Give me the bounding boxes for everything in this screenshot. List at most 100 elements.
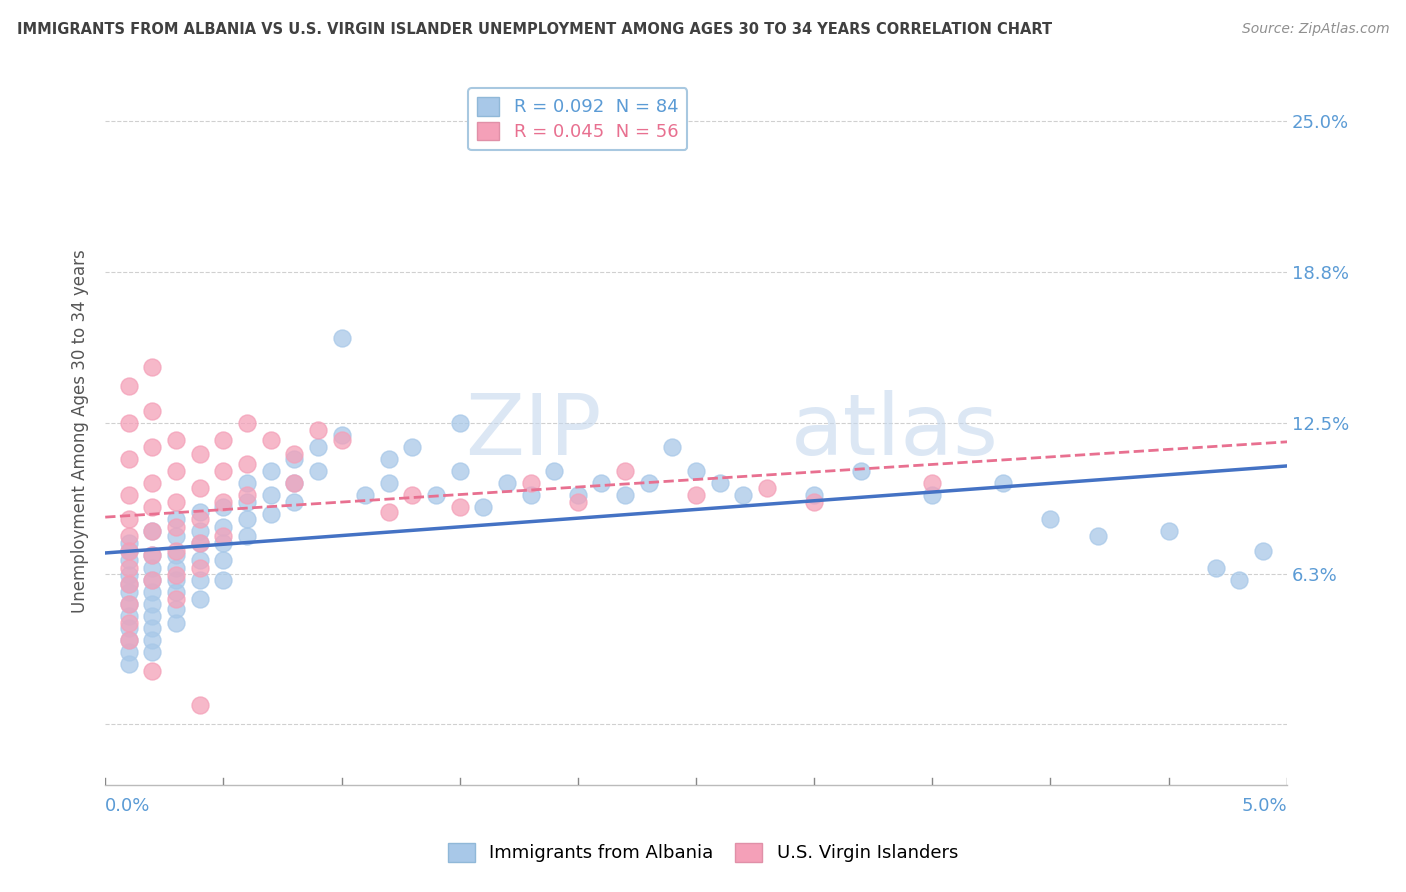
Point: [1087, 529, 1109, 543]
Point: [236, 476, 259, 491]
Point: [165, 519, 187, 533]
Point: [165, 543, 187, 558]
Text: atlas: atlas: [790, 390, 998, 473]
Point: [733, 488, 755, 502]
Point: [709, 476, 731, 491]
Point: [259, 488, 281, 502]
Point: [212, 536, 235, 550]
Point: [614, 464, 637, 478]
Point: [141, 500, 163, 515]
Point: [118, 632, 141, 647]
Point: [118, 616, 141, 631]
Point: [212, 495, 235, 509]
Point: [165, 433, 187, 447]
Point: [1157, 524, 1180, 539]
Point: [212, 573, 235, 587]
Point: [141, 597, 163, 611]
Point: [236, 457, 259, 471]
Point: [118, 567, 141, 582]
Point: [212, 553, 235, 567]
Point: [141, 665, 163, 679]
Point: [141, 584, 163, 599]
Point: [637, 476, 659, 491]
Y-axis label: Unemployment Among Ages 30 to 34 years: Unemployment Among Ages 30 to 34 years: [72, 249, 89, 613]
Point: [991, 476, 1014, 491]
Point: [283, 451, 305, 466]
Point: [330, 433, 353, 447]
Point: [118, 529, 141, 543]
Point: [236, 488, 259, 502]
Point: [449, 416, 471, 430]
Point: [1251, 543, 1274, 558]
Point: [188, 591, 211, 606]
Point: [685, 464, 707, 478]
Point: [283, 495, 305, 509]
Point: [165, 529, 187, 543]
Point: [567, 495, 589, 509]
Point: [141, 621, 163, 635]
Text: IMMIGRANTS FROM ALBANIA VS U.S. VIRGIN ISLANDER UNEMPLOYMENT AMONG AGES 30 TO 34: IMMIGRANTS FROM ALBANIA VS U.S. VIRGIN I…: [17, 22, 1052, 37]
Point: [188, 505, 211, 519]
Point: [118, 597, 141, 611]
Point: [118, 560, 141, 574]
Point: [165, 573, 187, 587]
Point: [283, 476, 305, 491]
Point: [165, 567, 187, 582]
Point: [1039, 512, 1062, 526]
Point: [449, 464, 471, 478]
Point: [543, 464, 565, 478]
Point: [307, 464, 329, 478]
Point: [165, 512, 187, 526]
Point: [141, 560, 163, 574]
Point: [141, 632, 163, 647]
Point: [283, 447, 305, 461]
Point: [141, 608, 163, 623]
Point: [141, 549, 163, 563]
Point: [307, 423, 329, 437]
Point: [141, 549, 163, 563]
Point: [118, 657, 141, 672]
Point: [118, 584, 141, 599]
Point: [236, 495, 259, 509]
Legend: Immigrants from Albania, U.S. Virgin Islanders: Immigrants from Albania, U.S. Virgin Isl…: [440, 836, 966, 870]
Point: [803, 488, 825, 502]
Point: [118, 608, 141, 623]
Point: [472, 500, 495, 515]
Point: [921, 476, 943, 491]
Point: [803, 495, 825, 509]
Point: [354, 488, 377, 502]
Point: [330, 427, 353, 442]
Point: [165, 464, 187, 478]
Point: [118, 379, 141, 393]
Point: [851, 464, 873, 478]
Point: [188, 553, 211, 567]
Point: [188, 447, 211, 461]
Point: [118, 553, 141, 567]
Point: [188, 524, 211, 539]
Point: [188, 481, 211, 495]
Point: [165, 616, 187, 631]
Point: [188, 536, 211, 550]
Point: [378, 476, 401, 491]
Point: [188, 536, 211, 550]
Text: 5.0%: 5.0%: [1241, 797, 1286, 815]
Point: [921, 488, 943, 502]
Point: [188, 573, 211, 587]
Point: [212, 500, 235, 515]
Point: [141, 573, 163, 587]
Point: [165, 495, 187, 509]
Point: [496, 476, 519, 491]
Text: Source: ZipAtlas.com: Source: ZipAtlas.com: [1241, 22, 1389, 37]
Point: [165, 584, 187, 599]
Point: [519, 488, 541, 502]
Point: [141, 573, 163, 587]
Point: [118, 632, 141, 647]
Point: [165, 560, 187, 574]
Point: [449, 500, 471, 515]
Point: [283, 476, 305, 491]
Point: [212, 464, 235, 478]
Point: [212, 529, 235, 543]
Point: [118, 645, 141, 659]
Point: [118, 543, 141, 558]
Point: [141, 360, 163, 375]
